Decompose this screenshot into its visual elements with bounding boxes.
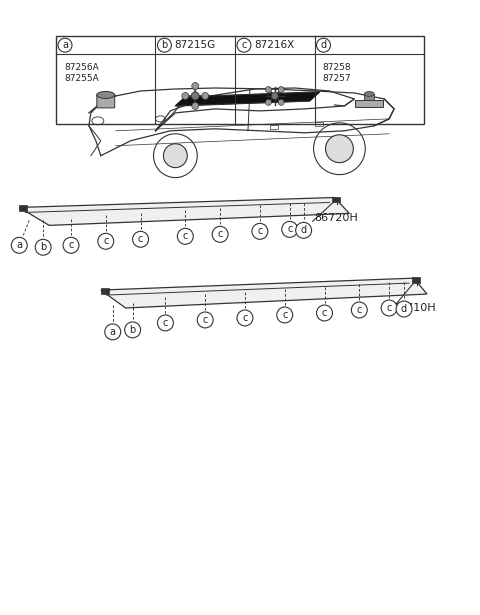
Circle shape bbox=[12, 237, 27, 253]
Polygon shape bbox=[19, 197, 349, 225]
Circle shape bbox=[316, 305, 333, 321]
Circle shape bbox=[316, 38, 330, 52]
Text: c: c bbox=[241, 40, 247, 50]
Circle shape bbox=[271, 92, 278, 100]
Text: c: c bbox=[242, 313, 248, 323]
Circle shape bbox=[237, 38, 251, 52]
Bar bbox=[56, 36, 424, 124]
Circle shape bbox=[212, 226, 228, 242]
Circle shape bbox=[164, 144, 187, 168]
Bar bbox=[19, 205, 27, 212]
Polygon shape bbox=[101, 278, 427, 308]
Text: b: b bbox=[161, 40, 168, 50]
Ellipse shape bbox=[97, 92, 115, 98]
Circle shape bbox=[282, 221, 298, 237]
Text: c: c bbox=[163, 318, 168, 328]
Text: a: a bbox=[16, 240, 22, 250]
Bar bbox=[412, 277, 420, 283]
Text: c: c bbox=[357, 305, 362, 315]
Circle shape bbox=[182, 92, 189, 100]
Text: c: c bbox=[203, 315, 208, 325]
Circle shape bbox=[197, 312, 213, 328]
Circle shape bbox=[237, 310, 253, 326]
Text: a: a bbox=[62, 40, 68, 50]
Text: 86720H: 86720H bbox=[314, 213, 358, 223]
Text: d: d bbox=[401, 304, 407, 314]
Circle shape bbox=[278, 87, 284, 93]
Circle shape bbox=[278, 99, 284, 105]
Circle shape bbox=[132, 231, 148, 247]
Bar bbox=[333, 197, 340, 202]
Circle shape bbox=[125, 322, 141, 338]
Circle shape bbox=[63, 237, 79, 253]
Text: 86710H: 86710H bbox=[392, 303, 436, 313]
Text: c: c bbox=[386, 303, 392, 313]
Circle shape bbox=[178, 228, 193, 244]
Text: b: b bbox=[40, 242, 46, 252]
Text: c: c bbox=[217, 229, 223, 239]
Circle shape bbox=[296, 223, 312, 239]
Circle shape bbox=[192, 103, 199, 109]
Circle shape bbox=[396, 301, 412, 317]
Circle shape bbox=[192, 82, 199, 90]
Text: c: c bbox=[257, 226, 263, 236]
Text: 87215G: 87215G bbox=[174, 40, 216, 50]
Circle shape bbox=[381, 300, 397, 316]
Bar bbox=[270, 125, 278, 129]
Text: 87258: 87258 bbox=[323, 63, 351, 71]
Text: c: c bbox=[68, 240, 73, 250]
Text: c: c bbox=[287, 224, 292, 234]
Text: a: a bbox=[110, 327, 116, 337]
Circle shape bbox=[192, 92, 199, 100]
Circle shape bbox=[35, 239, 51, 255]
Circle shape bbox=[265, 99, 272, 105]
Bar bbox=[101, 288, 109, 294]
Circle shape bbox=[202, 92, 209, 100]
Bar bbox=[355, 100, 383, 107]
Text: 87216X: 87216X bbox=[254, 40, 294, 50]
Circle shape bbox=[98, 233, 114, 249]
Text: c: c bbox=[322, 308, 327, 318]
Circle shape bbox=[58, 38, 72, 52]
Circle shape bbox=[265, 87, 272, 93]
Circle shape bbox=[157, 38, 171, 52]
Text: 87256A: 87256A bbox=[64, 63, 99, 71]
Text: c: c bbox=[103, 236, 108, 246]
FancyBboxPatch shape bbox=[97, 94, 115, 108]
Polygon shape bbox=[175, 92, 320, 106]
Text: 87255A: 87255A bbox=[64, 74, 99, 82]
Circle shape bbox=[105, 324, 120, 340]
Text: c: c bbox=[282, 310, 288, 320]
Circle shape bbox=[277, 307, 293, 323]
Text: d: d bbox=[300, 225, 307, 236]
Bar bbox=[314, 122, 323, 126]
Text: c: c bbox=[138, 234, 143, 244]
Text: 87257: 87257 bbox=[323, 74, 351, 82]
Text: c: c bbox=[182, 231, 188, 241]
Ellipse shape bbox=[364, 92, 374, 97]
Circle shape bbox=[325, 135, 353, 162]
Text: b: b bbox=[130, 325, 136, 335]
Circle shape bbox=[157, 315, 173, 331]
Text: d: d bbox=[321, 40, 326, 50]
Circle shape bbox=[351, 302, 367, 318]
Circle shape bbox=[252, 223, 268, 239]
Bar bbox=[364, 94, 374, 100]
